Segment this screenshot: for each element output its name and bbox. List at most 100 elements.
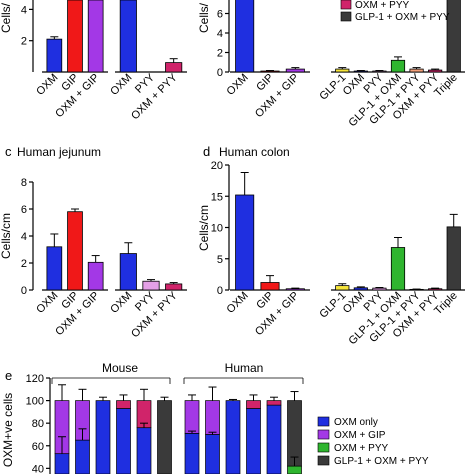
bar (372, 70, 387, 73)
bar (46, 246, 63, 291)
stacked-segment (225, 400, 241, 474)
x-tick-label: OXM (225, 72, 251, 98)
y-tick-label: 20 (211, 160, 223, 172)
bar (390, 247, 406, 291)
stacked-segment (246, 400, 261, 409)
panel-letter: d (203, 144, 210, 159)
bar (119, 253, 137, 291)
bar (428, 288, 443, 291)
bar (142, 280, 160, 291)
legend-swatch (317, 455, 330, 466)
bar (165, 62, 183, 73)
stacked-segment (266, 404, 282, 474)
bar (235, 194, 255, 291)
stacked-segment (116, 400, 131, 409)
bar (335, 68, 350, 73)
stacked-segment (205, 434, 220, 474)
legend-swatch (340, 0, 352, 10)
y-tick-label: 0 (217, 67, 223, 79)
x-tick-label: GIP (254, 72, 276, 94)
bar (353, 287, 368, 291)
panel-title: Human jejunum (17, 145, 101, 159)
stacked-segment (287, 465, 302, 474)
legend-swatch (340, 11, 352, 22)
y-tick-label: 0 (21, 285, 27, 297)
y-axis-label: Cells/ (197, 2, 211, 33)
bar (446, 0, 461, 73)
y-tick-label: 4 (217, 28, 223, 40)
stacked-segment (116, 408, 131, 474)
bar (87, 261, 104, 291)
bar (335, 285, 350, 291)
legend-swatch (317, 442, 330, 453)
stacked-segment (184, 432, 200, 474)
stacked-segment (287, 400, 302, 467)
y-tick-label: 15 (211, 191, 223, 203)
y-tick-label: 40 (32, 463, 44, 474)
y-tick-label: 80 (32, 418, 44, 430)
stacked-segment (266, 400, 282, 406)
y-tick-label: 4 (21, 4, 27, 16)
stacked-segment (184, 400, 200, 434)
legend-label: OXM only (334, 417, 378, 428)
y-tick-label: 120 (26, 373, 44, 385)
group-label: Human (225, 361, 264, 375)
group-label: Mouse (102, 361, 138, 375)
y-axis-label: Cells/cm (0, 213, 13, 259)
legend-swatch (317, 416, 330, 427)
y-axis-label: Cells/cm (197, 205, 211, 251)
y-axis-label: Cells/ (0, 2, 13, 33)
stacked-segment (75, 439, 90, 474)
y-tick-label: 2 (21, 36, 27, 48)
stacked-segment (205, 400, 220, 435)
bar (119, 0, 137, 73)
panel-letter: e (5, 368, 12, 383)
stacked-segment (95, 400, 111, 474)
y-axis-label: OXM+ve cells (1, 393, 15, 467)
legend-label: OXM + GIP (334, 430, 386, 441)
y-tick-label: 6 (217, 9, 223, 21)
y-tick-label: 0 (217, 285, 223, 297)
bar (446, 226, 461, 291)
bar (409, 68, 424, 73)
legend-label: OXM + PYY (355, 0, 410, 11)
y-tick-label: 60 (32, 441, 44, 453)
x-tick-label: OXM (34, 72, 60, 98)
legend-label: OXM + PYY (334, 443, 389, 454)
y-tick-label: 100 (26, 396, 44, 408)
legend-label: GLP-1 + OXM + PYY (355, 12, 450, 23)
x-tick-label: OXM (108, 72, 134, 98)
y-tick-label: 2 (21, 258, 27, 270)
bar (67, 0, 83, 73)
bar (353, 70, 368, 73)
stacked-segment (54, 453, 70, 474)
y-tick-label: 2 (217, 48, 223, 60)
bar (285, 68, 305, 73)
bar (46, 38, 63, 73)
bar (428, 69, 443, 73)
y-tick-label: 4 (21, 231, 27, 243)
bar (390, 59, 406, 73)
x-tick-label: OXM (34, 290, 60, 316)
x-tick-label: GIP (254, 290, 276, 312)
y-tick-label: 10 (211, 223, 223, 235)
stacked-segment (246, 408, 261, 474)
legend-swatch (317, 429, 330, 440)
bar (165, 283, 183, 291)
x-tick-label: OXM (108, 290, 134, 316)
bar (260, 70, 280, 73)
panel-title: Human colon (219, 145, 290, 159)
bar (260, 282, 280, 291)
bar (67, 211, 83, 291)
legend-label: GLP-1 + OXM + PYY (334, 456, 429, 467)
y-tick-label: 8 (21, 177, 27, 189)
panel-letter: c (5, 144, 12, 159)
bar (285, 288, 305, 291)
bar (235, 0, 255, 73)
bar (372, 287, 387, 291)
y-tick-label: 6 (21, 204, 27, 216)
bar (87, 0, 104, 73)
stacked-segment (136, 427, 152, 474)
stacked-segment (157, 400, 172, 474)
